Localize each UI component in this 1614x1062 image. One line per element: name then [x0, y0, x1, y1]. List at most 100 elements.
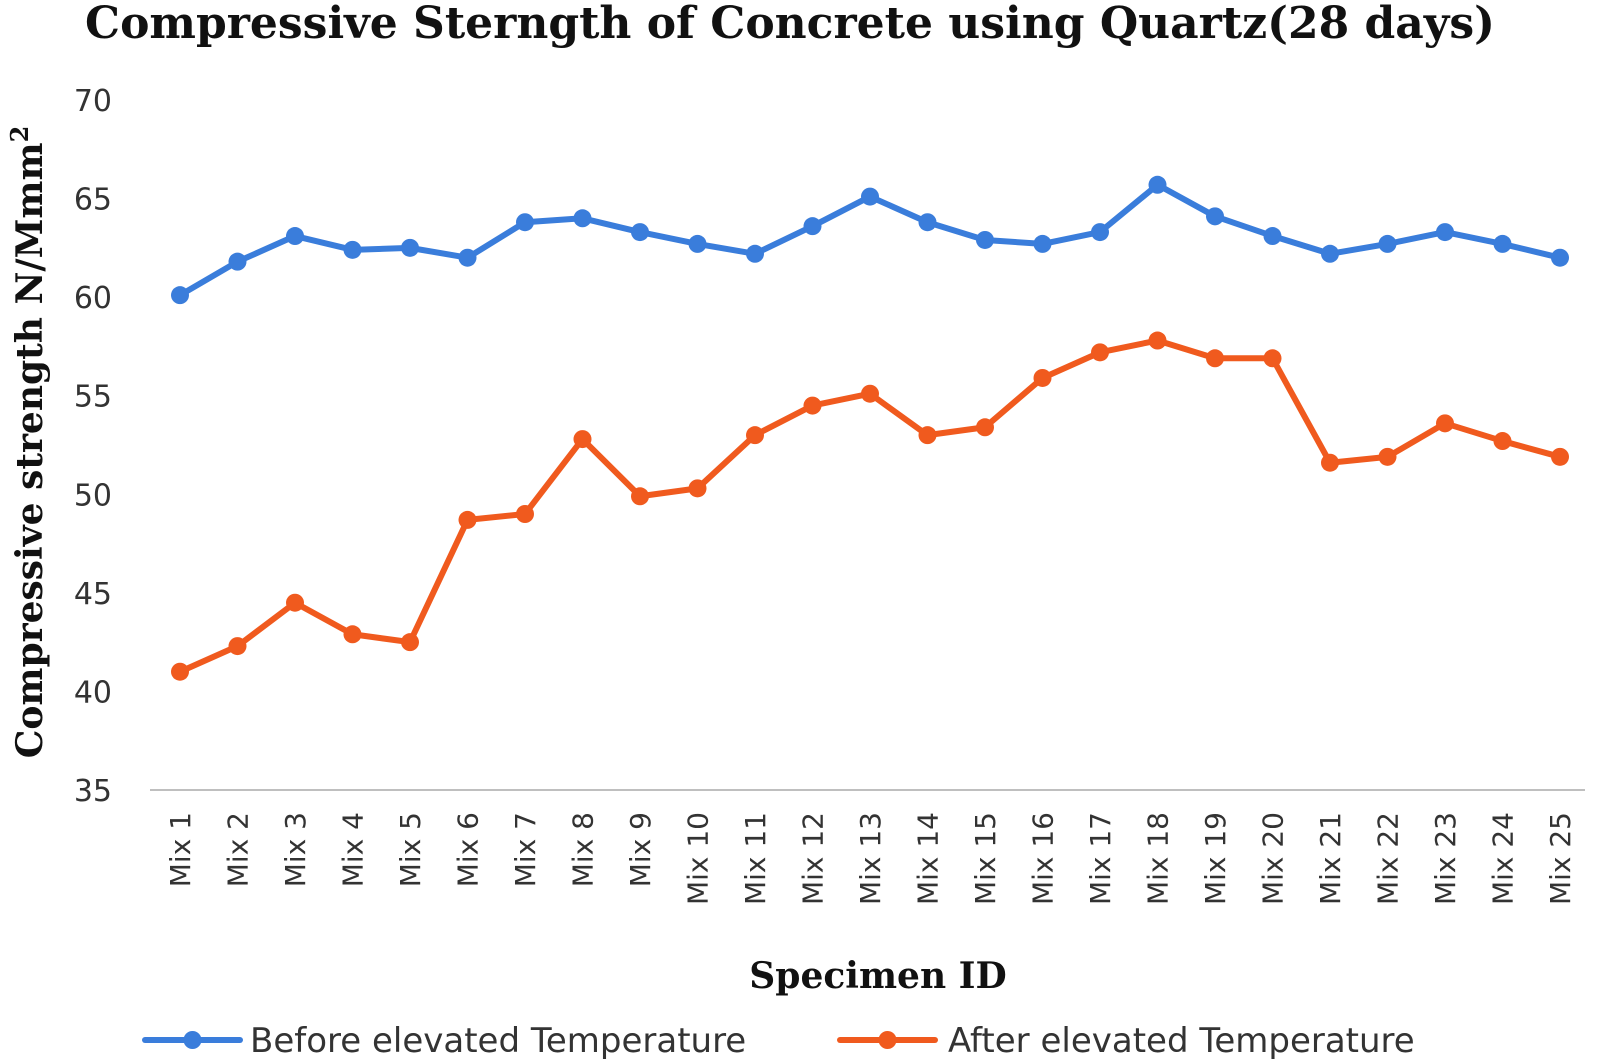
data-point	[1551, 248, 1569, 267]
x-tick-label: Mix 1	[164, 812, 197, 887]
y-tick-label: 45	[74, 577, 112, 612]
y-tick-label: 70	[74, 84, 112, 119]
x-tick-label: Mix 17	[1084, 812, 1117, 905]
y-tick-label: 35	[74, 774, 112, 809]
x-tick-label: Mix 18	[1142, 812, 1175, 905]
data-point	[1263, 349, 1282, 368]
x-axis-title: Specimen ID	[749, 955, 1006, 997]
data-point	[1263, 227, 1282, 246]
data-point	[286, 227, 304, 246]
x-tick-label: Mix 8	[567, 812, 600, 887]
data-point	[1148, 331, 1167, 350]
y-axis-ticks: 35 40 45 50 55 60 65 70	[74, 84, 112, 809]
data-point	[171, 662, 189, 681]
data-point	[688, 234, 707, 253]
x-tick-label: Mix 24	[1487, 812, 1520, 905]
data-point	[631, 487, 649, 506]
x-tick-label: Mix 4	[337, 812, 370, 887]
x-tick-label: Mix 23	[1429, 812, 1462, 905]
data-point	[1493, 432, 1512, 451]
series-layer	[171, 175, 1569, 681]
y-tick-label: 55	[74, 380, 112, 415]
data-point	[1206, 349, 1224, 368]
data-point	[1378, 447, 1397, 466]
legend-item-1: Before elevated Temperature	[142, 1021, 746, 1061]
legend-swatch-marker	[183, 1031, 202, 1049]
data-point	[573, 430, 592, 449]
data-point	[746, 426, 764, 445]
x-tick-label: Mix 15	[969, 812, 1002, 905]
data-point	[401, 238, 419, 257]
x-tick-label: Mix 12	[797, 812, 830, 905]
x-tick-label: Mix 14	[912, 812, 945, 905]
data-point	[631, 223, 649, 242]
data-point	[1148, 175, 1167, 194]
y-tick-label: 65	[74, 183, 112, 218]
x-tick-label: Mix 16	[1027, 812, 1060, 905]
data-point	[1091, 343, 1109, 362]
legend-label: Before elevated Temperature	[250, 1021, 746, 1061]
data-point	[458, 248, 477, 267]
data-point	[516, 505, 534, 523]
data-point	[803, 396, 822, 415]
data-point	[1033, 234, 1052, 253]
y-axis-title-superscript: 2	[5, 126, 34, 143]
x-tick-label: Mix 11	[739, 812, 772, 905]
data-point	[343, 240, 362, 259]
data-point	[228, 252, 247, 271]
data-point	[861, 384, 879, 403]
x-tick-label: Mix 3	[279, 812, 312, 887]
data-point	[1378, 234, 1397, 253]
y-tick-label: 60	[74, 281, 112, 316]
x-tick-label: Mix 19	[1199, 812, 1232, 905]
legend: Before elevated Temperature After elevate…	[142, 1021, 1415, 1061]
data-point	[1321, 244, 1339, 263]
chart-title: Compressive Sterngth of Concrete using Q…	[85, 0, 1495, 49]
y-axis-title: Compressive strength N/Mmm2	[5, 126, 51, 759]
legend-item-2: After elevated Temperature	[837, 1021, 1415, 1061]
data-point	[803, 217, 822, 236]
data-point	[1493, 234, 1512, 253]
x-tick-label: Mix 5	[394, 812, 427, 887]
data-point	[918, 426, 937, 445]
x-tick-label: Mix 7	[509, 812, 542, 887]
x-tick-label: Mix 2	[222, 812, 255, 887]
data-point	[1551, 447, 1569, 466]
data-point	[861, 187, 879, 206]
data-point	[286, 593, 304, 612]
legend-swatch-marker	[878, 1031, 897, 1049]
x-tick-label: Mix 10	[682, 812, 715, 905]
data-point	[1091, 223, 1109, 242]
data-point	[401, 633, 419, 652]
x-tick-label: Mix 21	[1314, 812, 1347, 905]
data-point	[1436, 414, 1454, 433]
x-tick-label: Mix 22	[1372, 812, 1405, 905]
data-point	[918, 213, 937, 232]
x-tick-label: Mix 20	[1257, 812, 1290, 905]
x-tick-label: Mix 13	[854, 812, 887, 905]
x-axis-labels: Mix 1 Mix 2 Mix 3 Mix 4 Mix 5 Mix 6 Mix 7 Mix 8…	[164, 812, 1577, 905]
data-point	[171, 286, 189, 305]
data-point	[458, 510, 477, 529]
data-point	[1033, 368, 1052, 387]
y-tick-label: 50	[74, 478, 112, 513]
legend-label: After elevated Temperature	[948, 1021, 1415, 1061]
data-point	[976, 418, 994, 437]
x-tick-label: Mix 9	[624, 812, 657, 887]
data-point	[1436, 223, 1454, 242]
series-2	[171, 331, 1569, 681]
data-point	[516, 213, 534, 232]
data-point	[688, 479, 707, 498]
data-point	[1321, 453, 1339, 472]
y-axis-title-text: Compressive strength N/Mmm	[9, 142, 51, 758]
series-1	[171, 175, 1569, 305]
x-tick-label: Mix 6	[452, 812, 485, 887]
data-point	[343, 625, 362, 644]
data-point	[228, 637, 247, 656]
data-point	[573, 209, 592, 228]
x-tick-label: Mix 25	[1544, 812, 1577, 905]
y-tick-label: 40	[74, 675, 112, 710]
data-point	[1206, 207, 1224, 226]
data-point	[746, 244, 764, 263]
